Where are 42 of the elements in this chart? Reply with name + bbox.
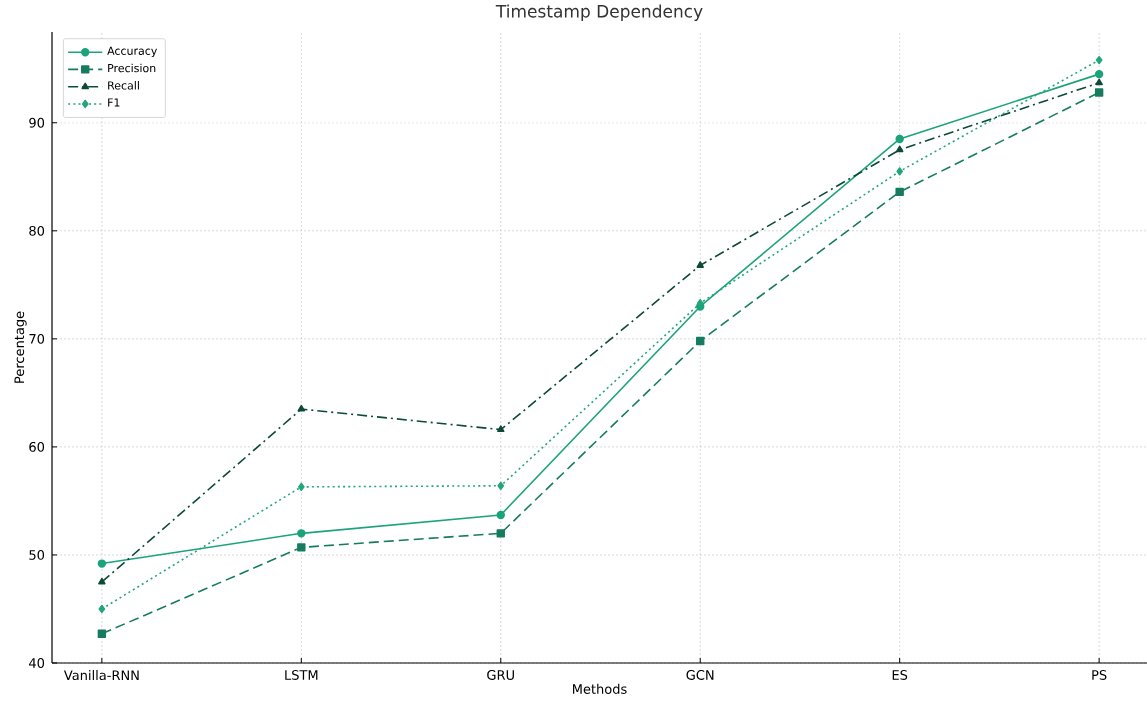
point xyxy=(496,510,505,520)
point xyxy=(297,482,305,492)
legend-label: Precision xyxy=(108,63,156,73)
point xyxy=(1094,69,1104,79)
y-tick-label: 50 xyxy=(29,550,45,560)
y-tick-label: 80 xyxy=(29,225,45,236)
legend-label: Accuracy xyxy=(107,46,157,58)
point xyxy=(696,336,705,346)
point xyxy=(895,187,904,197)
x-tick-label: GRU xyxy=(487,670,514,680)
point xyxy=(895,134,904,144)
y-tick-label: 60 xyxy=(29,442,45,452)
x-tick-label: PS xyxy=(1092,670,1107,680)
point xyxy=(497,481,505,490)
point xyxy=(1095,55,1103,65)
point xyxy=(696,298,704,308)
point xyxy=(696,261,704,268)
y-tick-label: 70 xyxy=(29,333,45,344)
x-tick-label: Vanilla-RNN xyxy=(63,670,139,681)
legend-label: Recall xyxy=(108,81,139,90)
point xyxy=(896,167,904,176)
chart-title: Timestamp Dependency xyxy=(495,4,703,21)
point xyxy=(1095,78,1103,86)
point xyxy=(297,529,306,538)
x-axis-title: Methods xyxy=(573,683,627,694)
y-axis-title: Percentage xyxy=(14,311,27,383)
x-tick-label: ES xyxy=(892,670,908,680)
point xyxy=(98,577,106,585)
point xyxy=(297,543,306,552)
legend-label: F1 xyxy=(108,98,120,107)
y-tick-label: 40 xyxy=(29,658,45,668)
point xyxy=(97,629,107,639)
point xyxy=(496,529,505,538)
x-tick-label: GCN xyxy=(686,670,714,680)
point xyxy=(98,604,106,614)
point xyxy=(297,404,306,412)
point xyxy=(895,145,904,153)
point xyxy=(97,559,107,568)
x-tick-label: LSTM xyxy=(285,670,318,680)
point xyxy=(1094,88,1104,97)
y-tick-label: 90 xyxy=(29,117,45,128)
point xyxy=(497,425,505,433)
